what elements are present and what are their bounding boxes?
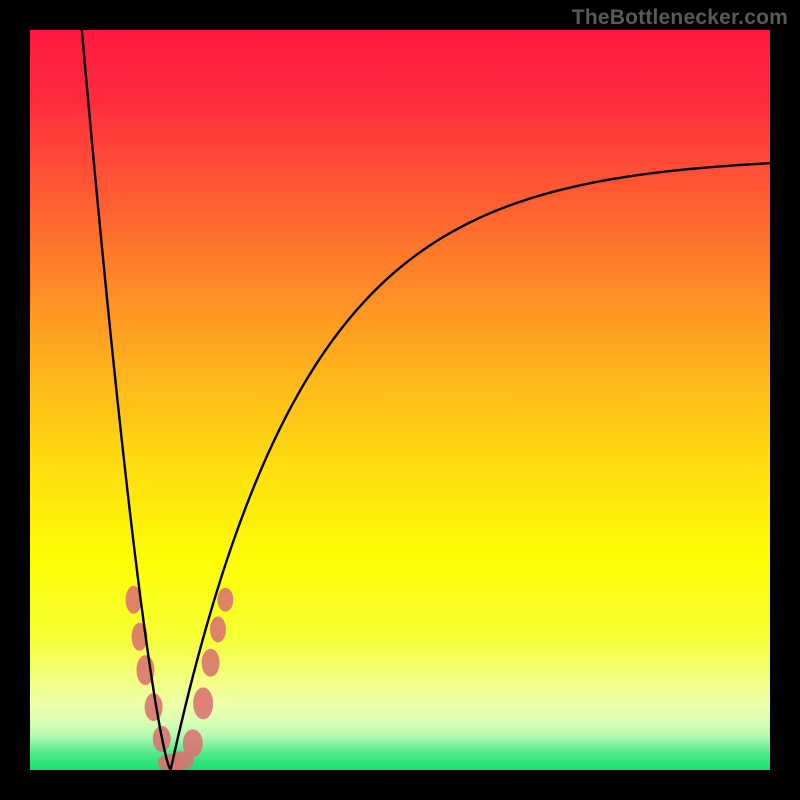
- data-marker: [193, 687, 213, 719]
- plot-area: [30, 30, 770, 770]
- data-marker: [183, 729, 203, 757]
- watermark-text: TheBottlenecker.com: [572, 6, 788, 30]
- data-marker: [202, 649, 220, 677]
- chart-frame: TheBottlenecker.com: [0, 0, 800, 800]
- data-marker: [210, 616, 226, 642]
- data-marker: [217, 588, 233, 612]
- bottleneck-curve: [30, 30, 770, 770]
